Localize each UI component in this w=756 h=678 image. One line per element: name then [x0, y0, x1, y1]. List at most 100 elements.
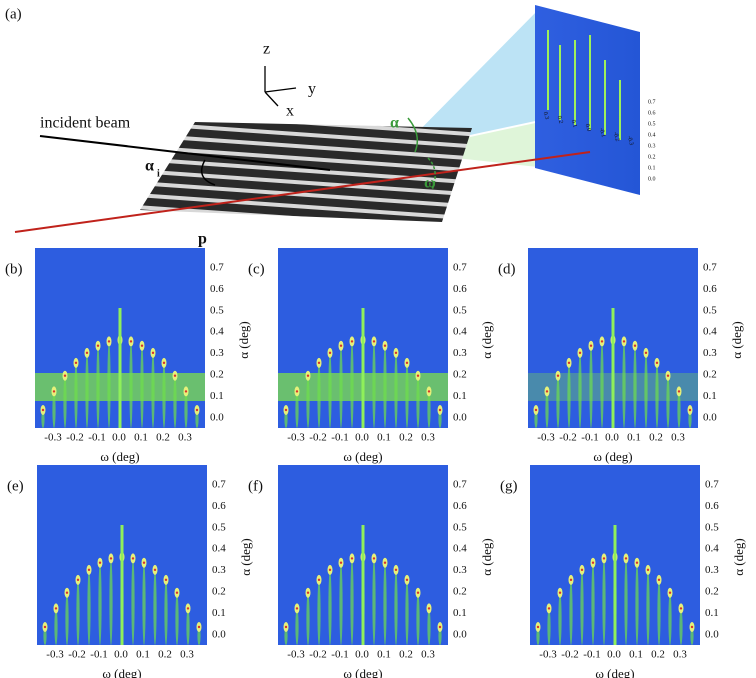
- y-tick-label: 0.1: [453, 390, 467, 402]
- beam-line: [14, 151, 591, 233]
- streak: [580, 569, 584, 646]
- y-tick-label: 0.7: [705, 479, 719, 491]
- coordinate-axes: [264, 66, 297, 107]
- y-tick-label: 0.3: [210, 347, 224, 359]
- spot-core: [635, 561, 639, 564]
- streak: [383, 562, 387, 645]
- x-tick-label: 0.3: [421, 432, 435, 444]
- detector-tick-label: 0.3: [648, 143, 656, 149]
- spot-core: [76, 578, 80, 582]
- x-tick-label: 0.0: [112, 432, 126, 444]
- streak: [129, 341, 133, 428]
- streak: [153, 569, 157, 646]
- streak: [328, 352, 332, 428]
- spot-core: [394, 568, 398, 572]
- y-tick-label: 0.6: [453, 500, 467, 512]
- streak: [328, 569, 332, 646]
- spot-core: [63, 374, 67, 377]
- x-tick-label: -0.3: [44, 432, 62, 444]
- spot-core: [416, 591, 420, 594]
- spot-core: [140, 344, 144, 347]
- spot-core: [184, 390, 188, 393]
- y-tick-label: 0.4: [453, 326, 467, 338]
- y-tick-label: 0.6: [703, 283, 717, 295]
- spot-core: [383, 561, 387, 564]
- spot-core: [556, 374, 560, 377]
- spot-core: [317, 361, 321, 365]
- y-tick-label: 0.6: [210, 283, 224, 295]
- streak: [162, 362, 166, 428]
- spot-core: [666, 374, 670, 377]
- x-tick-label: 0.2: [399, 432, 413, 444]
- spot-core: [85, 351, 89, 355]
- streak: [107, 341, 111, 428]
- streak: [96, 345, 100, 428]
- spot-core: [164, 578, 168, 582]
- y-tick-label: 0.2: [453, 369, 467, 381]
- streak: [427, 391, 431, 429]
- y-tick-label: 0.2: [210, 369, 224, 381]
- detector-tick-label: 0.2: [556, 115, 564, 124]
- y-tick-label: 0.5: [453, 304, 467, 316]
- detector-panel: [35, 248, 205, 429]
- streak: [85, 352, 89, 428]
- y-tick-label: 0.3: [705, 564, 719, 576]
- detector-tick-label: 0.2: [648, 154, 656, 160]
- streak: [416, 375, 420, 428]
- spot-core: [284, 625, 288, 629]
- y-tick-label: 0.6: [705, 500, 719, 512]
- streak: [558, 592, 562, 645]
- spot-core: [306, 374, 310, 377]
- y-tick-label: 0.1: [453, 607, 467, 619]
- detector-streaks: [547, 30, 621, 140]
- spot-core: [677, 390, 681, 393]
- spot-core: [295, 390, 299, 393]
- spot-core: [655, 361, 659, 365]
- x-tick-label: 0.0: [605, 432, 619, 444]
- y-tick-label: 0.7: [212, 479, 226, 491]
- streak: [295, 391, 299, 429]
- y-axis-label: α (deg): [479, 538, 494, 576]
- spot-core: [153, 568, 157, 572]
- x-tick-label: 0.1: [629, 649, 643, 661]
- spot-core: [622, 340, 626, 343]
- x-tick-label: 0.3: [178, 432, 192, 444]
- streak: [633, 345, 637, 428]
- streak: [556, 375, 560, 428]
- x-tick-label: 0.1: [134, 432, 148, 444]
- spot-core: [129, 340, 133, 343]
- streak: [372, 341, 376, 428]
- x-tick-label: -0.2: [559, 432, 576, 444]
- spot-core: [52, 390, 56, 393]
- panel-label: (g): [500, 478, 518, 494]
- streak: [63, 375, 67, 428]
- spot-core: [545, 390, 549, 393]
- detector-panel: [278, 465, 448, 646]
- streak: [109, 558, 113, 645]
- spot-core: [589, 344, 593, 347]
- streak: [569, 579, 573, 646]
- alpha-label: α: [390, 115, 399, 132]
- detector-panel: [528, 248, 698, 429]
- streak: [131, 558, 135, 645]
- spot-core: [350, 557, 354, 560]
- streak: [54, 608, 58, 645]
- streak: [164, 579, 168, 646]
- x-tick-label: -0.1: [583, 649, 600, 661]
- streak: [644, 352, 648, 428]
- streak: [339, 345, 343, 428]
- streak: [350, 558, 354, 645]
- y-tick-label: 0.7: [210, 262, 224, 274]
- y-tick-label: 0.4: [210, 326, 224, 338]
- spot-core: [186, 607, 190, 610]
- x-tick-label: -0.2: [68, 649, 85, 661]
- x-tick-label: 0.3: [421, 649, 435, 661]
- spot-core: [339, 561, 343, 564]
- x-tick-label: 0.2: [158, 649, 172, 661]
- spot-core: [41, 408, 45, 412]
- y-tick-label: 0.0: [210, 411, 224, 423]
- x-tick-label: -0.1: [331, 432, 348, 444]
- streak: [140, 345, 144, 428]
- streak: [427, 608, 431, 645]
- omega-label: ω: [424, 175, 436, 192]
